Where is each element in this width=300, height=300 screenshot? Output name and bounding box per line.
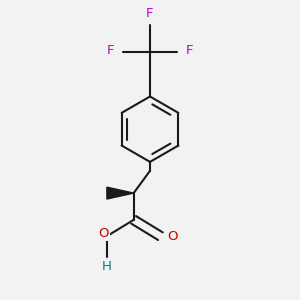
Text: O: O xyxy=(168,230,178,243)
Text: F: F xyxy=(186,44,194,57)
Text: H: H xyxy=(102,260,112,273)
Text: F: F xyxy=(106,44,114,57)
Text: F: F xyxy=(146,8,154,20)
Polygon shape xyxy=(107,187,134,199)
Text: O: O xyxy=(98,227,109,240)
